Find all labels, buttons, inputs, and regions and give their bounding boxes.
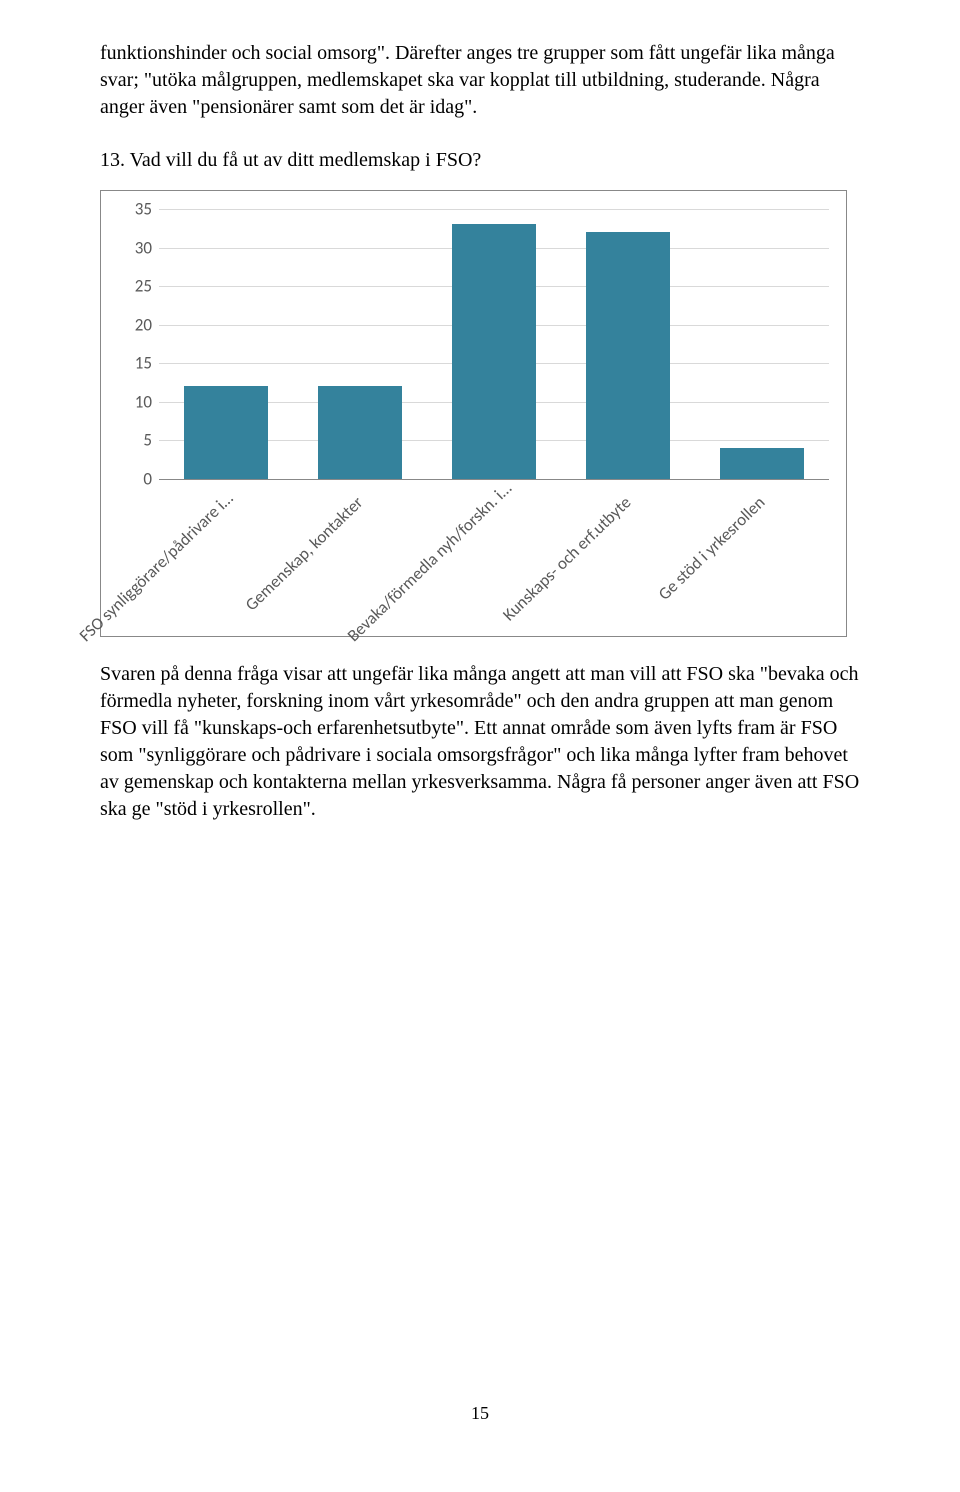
x-axis-labels: FSO synliggörare/pådrivare i…Gemenskap, … <box>159 485 829 625</box>
x-tick-label: FSO synliggörare/pådrivare i… <box>75 492 233 646</box>
x-axis-line <box>159 479 829 480</box>
intro-paragraph: funktionshinder och social omsorg". Däre… <box>100 40 860 121</box>
x-tick-label: Kunskaps- och erf.utbyte <box>477 492 635 646</box>
question-heading: 13. Vad vill du få ut av ditt medlemskap… <box>100 149 860 172</box>
analysis-paragraph: Svaren på denna fråga visar att ungefär … <box>100 661 860 823</box>
x-tick-label: Ge stöd i yrkesrollen <box>611 492 769 646</box>
bar <box>318 386 401 479</box>
bar <box>720 448 803 479</box>
y-tick-label: 5 <box>112 430 152 451</box>
y-tick-label: 35 <box>112 199 152 220</box>
x-tick-label: Bevaka/förmedla nyh/forskn. i… <box>343 492 501 646</box>
question-number: 13. <box>100 149 125 171</box>
x-tick-label: Gemenskap, kontakter <box>209 492 367 646</box>
y-tick-label: 30 <box>112 237 152 258</box>
y-tick-label: 25 <box>112 276 152 297</box>
y-tick-label: 15 <box>112 353 152 374</box>
bar <box>452 224 535 479</box>
bar <box>184 386 267 479</box>
y-tick-label: 10 <box>112 391 152 412</box>
plot-area <box>159 209 829 479</box>
bar-chart: FSO synliggörare/pådrivare i…Gemenskap, … <box>100 190 847 637</box>
page-number: 15 <box>100 1403 860 1424</box>
y-tick-label: 0 <box>112 469 152 490</box>
gridline <box>159 209 829 210</box>
question-text: Vad vill du få ut av ditt medlemskap i F… <box>130 149 482 171</box>
bar <box>586 232 669 479</box>
y-tick-label: 20 <box>112 314 152 335</box>
